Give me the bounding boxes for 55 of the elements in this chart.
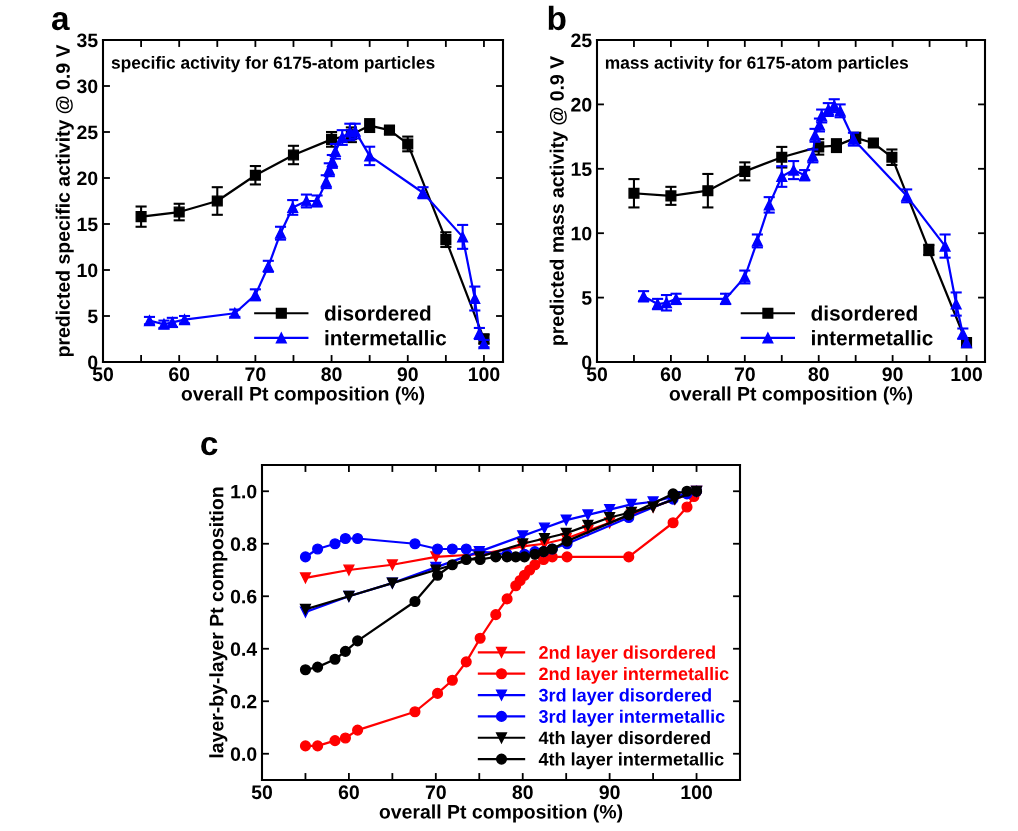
y-tick-label: 0.2 <box>230 694 257 709</box>
x-tick-label: 70 <box>425 785 446 800</box>
y-tick-label: 5 <box>581 291 592 305</box>
y-tick-label: 25 <box>77 125 98 140</box>
y-tick-label: 0.0 <box>230 747 257 761</box>
text: mass activity for 6175-atom particles <box>605 56 909 73</box>
legend-label: disordered <box>811 305 917 321</box>
x-tick-label: 100 <box>951 367 982 382</box>
x-tick-label: 60 <box>169 367 190 382</box>
x-tick-label: 70 <box>734 367 755 382</box>
y-tick-label: 15 <box>77 217 98 232</box>
x-tick-label: 50 <box>251 785 273 800</box>
x-tick-label: 60 <box>338 785 359 800</box>
y-tick-label: 30 <box>76 79 98 94</box>
legend-label: 2nd layer disordered <box>539 645 715 663</box>
chart-title: c <box>201 437 218 456</box>
x-axis-title: overall Pt composition (%) <box>181 386 425 405</box>
legend-label: 2nd layer intermetallic <box>539 666 729 684</box>
chart-title: b <box>548 5 566 31</box>
y-tick-label: 35 <box>76 33 98 48</box>
y-tick-label: 25 <box>571 33 592 48</box>
y-tick-label: 10 <box>571 226 592 241</box>
y-tick-label: 15 <box>571 162 592 177</box>
legend-label: 4th layer intermetallic <box>538 752 724 770</box>
y-tick-label: 0.8 <box>230 537 257 551</box>
y-axis-title: predicted specific activity @ 0.9 V <box>55 44 74 357</box>
x-tick-label: 90 <box>599 785 620 800</box>
y-tick-label: 0.4 <box>230 642 258 656</box>
text: specific activity for 6175-atom particles <box>111 56 435 73</box>
chart-title: a <box>51 11 70 31</box>
x-axis-title: overall Pt composition (%) <box>379 804 623 823</box>
x-tick-label: 70 <box>245 367 266 382</box>
x-tick-label: 90 <box>882 367 903 382</box>
x-tick-label: 60 <box>660 367 681 382</box>
legend-label: 3rd layer intermetallic <box>538 709 725 727</box>
y-tick-label: 5 <box>87 309 98 324</box>
x-tick-label: 80 <box>808 367 829 382</box>
legend-label: intermetallic <box>812 330 933 346</box>
y-tick-label: 20 <box>571 97 592 112</box>
y-axis-title: layer-by-layer Pt composition <box>209 487 228 758</box>
y-tick-label: 10 <box>77 263 98 278</box>
x-tick-label: 90 <box>397 367 418 382</box>
legend-label: disordered <box>324 305 431 321</box>
legend-label: 3rd layer disordered <box>538 688 711 706</box>
y-tick-label: 20 <box>77 171 98 186</box>
y-axis-title: predicted mass activity @ 0.9 V <box>549 56 568 345</box>
y-tick-label: 1.0 <box>231 484 257 499</box>
x-tick-label: 80 <box>512 785 533 800</box>
x-tick-label: 100 <box>468 367 500 382</box>
legend-label: 4th layer disordered <box>538 730 710 748</box>
x-axis-title: overall Pt composition (%) <box>669 386 913 405</box>
y-tick-label: 0.6 <box>230 589 257 604</box>
legend-label: intermetallic <box>325 330 447 346</box>
x-tick-label: 100 <box>681 785 712 800</box>
x-tick-label: 80 <box>321 367 342 382</box>
